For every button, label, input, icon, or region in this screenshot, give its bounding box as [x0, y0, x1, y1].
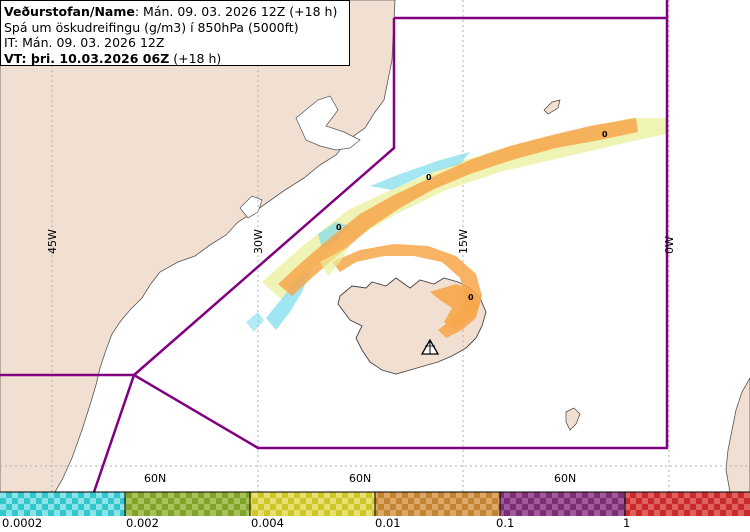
legend-threshold-label: 0.002: [126, 516, 159, 530]
contour-label: 0: [602, 130, 608, 139]
airspace-boundary: [0, 16, 669, 450]
parallel-label: 60N: [349, 472, 371, 485]
legend-threshold-label: 0.01: [375, 516, 401, 530]
legend-swatch: [625, 492, 750, 516]
info-line-product: Spá um öskudreifingu (g/m3) í 850hPa (50…: [4, 19, 299, 35]
ash-plume: [246, 118, 666, 338]
legend-swatch: [0, 492, 125, 516]
legend-swatch: [500, 492, 625, 516]
meridian-label: 45W: [46, 229, 59, 254]
legend-threshold-label: 0.1: [496, 516, 515, 530]
meridian-label: 15W: [457, 229, 470, 254]
meridian-label: 30W: [252, 229, 265, 254]
legend-threshold-label: 1: [623, 516, 631, 530]
jan-mayen-island: [543, 99, 561, 115]
info-line-model: Veðurstofan/Name: Mán. 09. 03. 2026 12Z …: [4, 4, 349, 20]
legend-colorbar: [0, 491, 750, 516]
greenland-landmass: [0, 0, 396, 493]
forecast-info-box: Veðurstofan/Name: Mán. 09. 03. 2026 12Z …: [0, 0, 350, 66]
legend-threshold-label: 0.0002: [2, 516, 43, 530]
info-line-init-time: IT: Mán. 09. 03. 2026 12Z: [4, 35, 165, 50]
contour-label: 0: [336, 223, 342, 232]
info-valid-time-label: VT: þri. 10.03.2026 06Z: [4, 50, 170, 66]
greenland-fjord: [239, 195, 263, 219]
parallel-label: 60N: [554, 472, 576, 485]
legend-swatch: [375, 492, 500, 516]
faroe-islands: [565, 407, 581, 431]
airspace-boundary: [92, 18, 396, 493]
contour-label: 0: [468, 293, 474, 302]
info-source-label: Veðurstofan/Name: [4, 4, 135, 19]
legend-threshold-label: 0.004: [251, 516, 284, 530]
greenland-fjord: [295, 95, 361, 151]
contour-label: 0: [426, 173, 432, 182]
legend-swatch: [250, 492, 375, 516]
info-line-valid-time: VT: þri. 10.03.2026 06Z (+18 h): [4, 51, 349, 67]
info-run-time: : Mán. 09. 03. 2026 12Z (+18 h): [134, 4, 338, 19]
parallel-label: 60N: [144, 472, 166, 485]
grid-lines: [0, 0, 750, 492]
info-valid-offset: (+18 h): [169, 50, 222, 66]
meridian-label: 0W: [663, 236, 676, 254]
volcano-triangle-icon: [420, 338, 440, 355]
legend-swatch: [125, 492, 250, 516]
